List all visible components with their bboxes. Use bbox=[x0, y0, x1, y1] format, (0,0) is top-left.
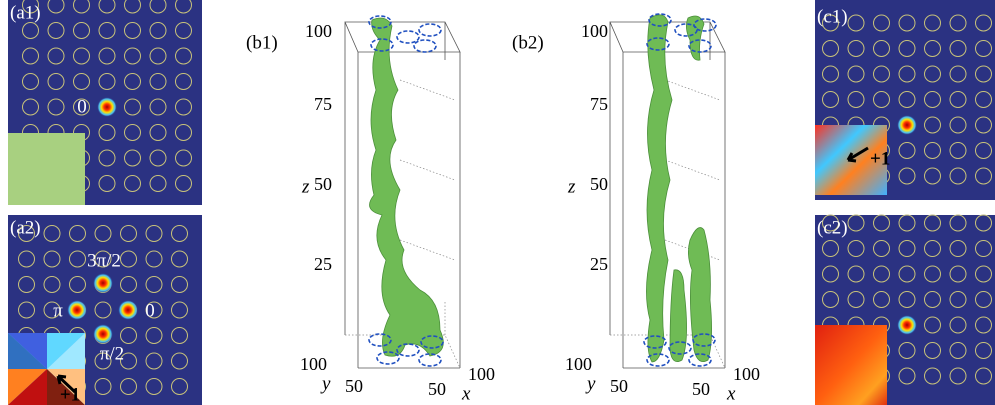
beam-spot bbox=[67, 300, 87, 320]
panel-label: (b2) bbox=[512, 32, 544, 53]
x-tick-label: 50 bbox=[692, 379, 710, 399]
panel-label: (a1) bbox=[10, 2, 41, 23]
charge-label: 0 bbox=[77, 96, 87, 117]
panel-label: (c1) bbox=[817, 6, 848, 27]
z-tick-label: 100 bbox=[581, 21, 608, 41]
beam-spot bbox=[93, 324, 113, 344]
y-tick-label: 50 bbox=[610, 376, 628, 396]
z-axis-label: z bbox=[301, 176, 310, 197]
panel-label: (a2) bbox=[10, 217, 41, 238]
panel-label: (c2) bbox=[817, 217, 848, 238]
z-tick-label: 25 bbox=[590, 254, 608, 274]
x-axis-label: x bbox=[461, 383, 471, 404]
inset bbox=[8, 133, 85, 205]
winding-label: +1 bbox=[870, 148, 890, 169]
phase-label: 0 bbox=[145, 300, 155, 321]
z-tick-label: 25 bbox=[314, 254, 332, 274]
y-tick-label: 50 bbox=[345, 376, 363, 396]
phase-label: π/2 bbox=[100, 343, 124, 364]
figure: (a1) 0 (a2) 3π/2 π 0 π/2 +1 (b1) 100 75 … bbox=[0, 0, 995, 405]
beam-spot bbox=[93, 273, 113, 293]
phase-inset bbox=[815, 325, 887, 405]
isosurface-panel bbox=[345, 16, 460, 368]
x-axis-label: x bbox=[726, 383, 736, 404]
phase-label: π bbox=[53, 300, 63, 321]
z-tick-label: 50 bbox=[314, 174, 332, 194]
z-tick-label: 100 bbox=[305, 21, 332, 41]
beam-spot bbox=[97, 97, 117, 117]
winding-label: +1 bbox=[60, 384, 80, 405]
x-tick-label: 50 bbox=[428, 379, 446, 399]
z-tick-label: 75 bbox=[590, 94, 608, 114]
y-axis-label: y bbox=[585, 373, 596, 394]
z-tick-label: 75 bbox=[314, 94, 332, 114]
isosurface-panel bbox=[610, 14, 725, 368]
z-tick-label: 50 bbox=[590, 174, 608, 194]
x-tick-label: 100 bbox=[468, 364, 495, 384]
phase-label: 3π/2 bbox=[87, 250, 121, 271]
x-tick-label: 100 bbox=[733, 364, 760, 384]
panel-label: (b1) bbox=[246, 32, 278, 53]
y-tick-label: 100 bbox=[300, 354, 327, 374]
y-tick-label: 100 bbox=[565, 354, 592, 374]
beam-spot bbox=[118, 300, 138, 320]
z-axis-label: z bbox=[567, 176, 576, 197]
beam-spot bbox=[897, 315, 917, 335]
beam-spot bbox=[897, 115, 917, 135]
y-axis-label: y bbox=[320, 373, 331, 394]
